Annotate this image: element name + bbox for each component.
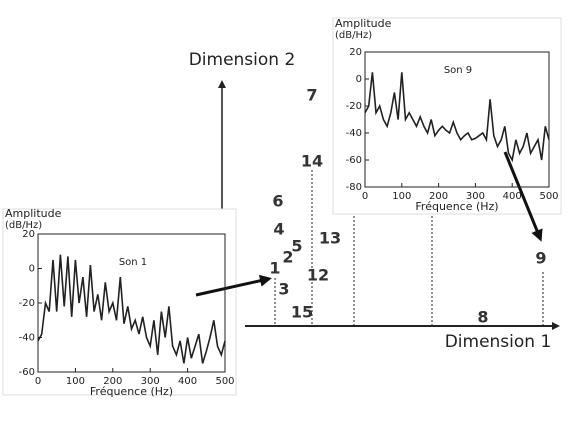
dimension-1-label: Dimension 1: [445, 332, 552, 352]
point-label: 6: [272, 192, 283, 211]
x-tick-label: 500: [539, 191, 558, 202]
y-tick-label: -20: [19, 298, 35, 309]
x-tick-label: 300: [141, 376, 160, 387]
y-tick-label: -60: [346, 155, 362, 166]
x-tick-label: 0: [35, 376, 41, 387]
point-label: 4: [273, 220, 284, 239]
arrow: [503, 151, 543, 242]
point-label: 12: [307, 266, 329, 285]
point-label: 2: [282, 248, 293, 267]
x-tick-label: 400: [178, 376, 197, 387]
y-tick-label: -40: [19, 333, 35, 344]
arrow: [195, 274, 272, 297]
spectrum-line: [37, 254, 226, 364]
plot-area: [364, 51, 550, 188]
point-label: 8: [477, 308, 488, 327]
x-tick-label: 500: [215, 376, 234, 387]
y-tick-label: 0: [29, 264, 35, 275]
inset-title: Son 9: [444, 65, 472, 76]
y-tick-label: 0: [356, 74, 362, 85]
point-label: 7: [306, 86, 317, 105]
inset-title: Son 1: [119, 257, 147, 268]
y-tick-label: -80: [346, 182, 362, 193]
y-tick-label: 20: [22, 229, 35, 240]
y-axis-label: (dB/Hz): [5, 220, 42, 231]
x-axis-label: Fréquence (Hz): [90, 385, 173, 398]
x-tick-label: 400: [503, 191, 522, 202]
x-tick-label: 300: [466, 191, 485, 202]
x-axis-label: Fréquence (Hz): [415, 200, 498, 213]
x-tick-label: 100: [392, 191, 411, 202]
spectrum-line: [364, 72, 550, 163]
inset-frame: [332, 17, 562, 215]
point-label: 3: [278, 280, 289, 299]
guide-lines: [274, 170, 544, 326]
x-tick-label: 200: [429, 191, 448, 202]
x-tick-label: 100: [66, 376, 85, 387]
y-axis-label: Amplitude: [335, 17, 392, 30]
y-axis-label: (dB/Hz): [335, 30, 372, 41]
point-label: 1: [269, 259, 280, 278]
x-tick-label: 200: [103, 376, 122, 387]
point-label: 15: [291, 303, 313, 322]
y-tick-label: -40: [346, 128, 362, 139]
point-label: 9: [535, 249, 546, 268]
point-label: 13: [319, 229, 341, 248]
y-tick-label: -20: [346, 101, 362, 112]
y-tick-label: 20: [349, 47, 362, 58]
point-label: 5: [291, 237, 302, 256]
point-label: 14: [301, 152, 323, 171]
inset-frame: [2, 208, 237, 396]
dimension-2-label: Dimension 2: [189, 50, 296, 70]
x-tick-label: 0: [362, 191, 368, 202]
y-tick-label: -60: [19, 367, 35, 378]
y-axis-label: Amplitude: [5, 207, 62, 220]
